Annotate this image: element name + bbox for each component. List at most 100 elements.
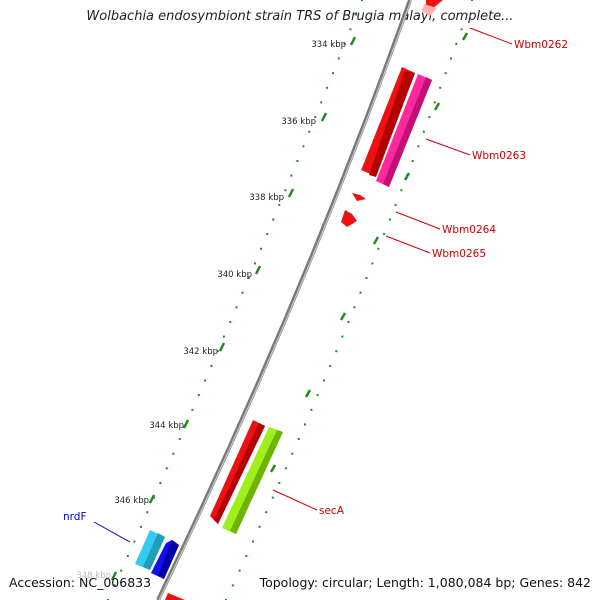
kbp-label: 344 kbp [149, 421, 184, 431]
track-dot [365, 277, 368, 279]
kbp-label: 342 kbp [183, 347, 218, 357]
track-dot [355, 13, 358, 16]
kbp-label: 338 kbp [249, 193, 284, 203]
track-dot [178, 438, 181, 440]
track-dot [165, 467, 168, 470]
track-dot [444, 72, 447, 75]
track-dot [326, 86, 329, 89]
track-dot [460, 28, 463, 31]
track-dot [343, 42, 346, 45]
track-dot [290, 174, 293, 177]
track-dot [388, 218, 391, 221]
kbp-tick-marks [110, 36, 357, 581]
track-dot [260, 247, 263, 250]
kbp-tick [218, 342, 226, 352]
track-dot [245, 555, 248, 558]
track-dot [439, 86, 442, 89]
kbp-label: 346 kbp [114, 496, 149, 506]
genome-backbone [156, 0, 412, 600]
track-dot [204, 379, 207, 382]
track-dot [133, 540, 136, 543]
genome-summary-text: Topology: circular; Length: 1,080,084 bp… [259, 575, 591, 590]
track-dot [258, 525, 261, 528]
gene-label-wbm0265[interactable]: Wbm0265 [432, 248, 486, 260]
gene-feature-red-c[interactable] [165, 593, 185, 600]
track-dot [271, 496, 274, 499]
track-dot [337, 57, 340, 60]
track-dot [335, 350, 338, 353]
track-dot [197, 394, 200, 397]
track-dot [359, 291, 362, 294]
gene-label-wbm0262[interactable]: Wbm0262 [514, 39, 568, 51]
track-dot [310, 408, 313, 411]
gene-label-wbm0263[interactable]: Wbm0263 [472, 150, 526, 162]
gene-label-nrdf[interactable]: nrdF [63, 511, 87, 523]
track-dot [231, 584, 234, 587]
gene-feature-nrdf-shade [143, 533, 165, 570]
track-dot [278, 203, 281, 206]
track-dot [455, 42, 458, 45]
track-dot [349, 28, 352, 31]
track-dot [347, 321, 350, 323]
track-dot [296, 160, 299, 162]
track-dot [329, 364, 332, 367]
track-dot [120, 569, 123, 572]
track-dot [353, 306, 356, 309]
track-dot [216, 350, 219, 353]
track-dot [113, 584, 116, 587]
track-dot [322, 379, 325, 382]
accession-text: Accession: NC_006833 [9, 575, 152, 590]
track-dot [291, 452, 294, 455]
track-dot [332, 72, 334, 75]
track-dot [411, 160, 414, 162]
gene-feature-wbm0265[interactable] [341, 210, 357, 227]
track-dot [297, 438, 300, 440]
callout-line [385, 235, 431, 254]
gene-feature-wbm0262-shadow [422, 4, 437, 16]
track-dot [172, 452, 175, 455]
track-dot [284, 189, 287, 192]
track-dot [284, 467, 287, 470]
track-dot [302, 145, 305, 148]
track-dot [247, 277, 250, 279]
track-dot [272, 218, 275, 221]
kbp-label: 348 kbp [76, 571, 111, 581]
track-dot [400, 189, 403, 192]
track-dot [265, 511, 268, 514]
outer-dotted-track [225, 0, 473, 600]
track-dot [471, 0, 473, 1]
gene-feature-wbm0264[interactable] [352, 193, 366, 201]
gene-label-wbm0264[interactable]: Wbm0264 [442, 224, 496, 236]
genome-backbone-highlight [158, 0, 412, 600]
gene-label-seca[interactable]: secA [319, 505, 345, 517]
track-dot [191, 408, 194, 411]
track-dot [139, 525, 142, 528]
callout-line [395, 211, 441, 230]
track-dot [146, 511, 149, 514]
callout-line [272, 489, 318, 511]
kbp-tick [110, 571, 118, 581]
kbp-tick [320, 112, 328, 122]
track-dot [235, 306, 238, 309]
outer-tick-marks [269, 32, 469, 473]
kbp-label: 334 kbp [311, 40, 346, 50]
track-dot [428, 116, 431, 119]
outer-tick [304, 389, 312, 398]
track-dot [238, 569, 241, 572]
track-dot [394, 203, 397, 206]
track-dot [241, 291, 244, 294]
track-dot [320, 101, 323, 104]
track-dot [465, 13, 468, 16]
outer-tick [372, 236, 380, 245]
track-dot [361, 0, 363, 1]
track-dot [304, 423, 306, 426]
gene-feature-wbm0263-shade [383, 77, 432, 187]
gene-feature-seca-shade [230, 430, 283, 534]
label-callouts [93, 27, 513, 543]
track-dot [383, 233, 386, 236]
outer-tick [461, 32, 469, 41]
gene-feature-blue-shade [158, 540, 179, 579]
outer-tick [403, 172, 411, 181]
track-dot [433, 101, 436, 104]
